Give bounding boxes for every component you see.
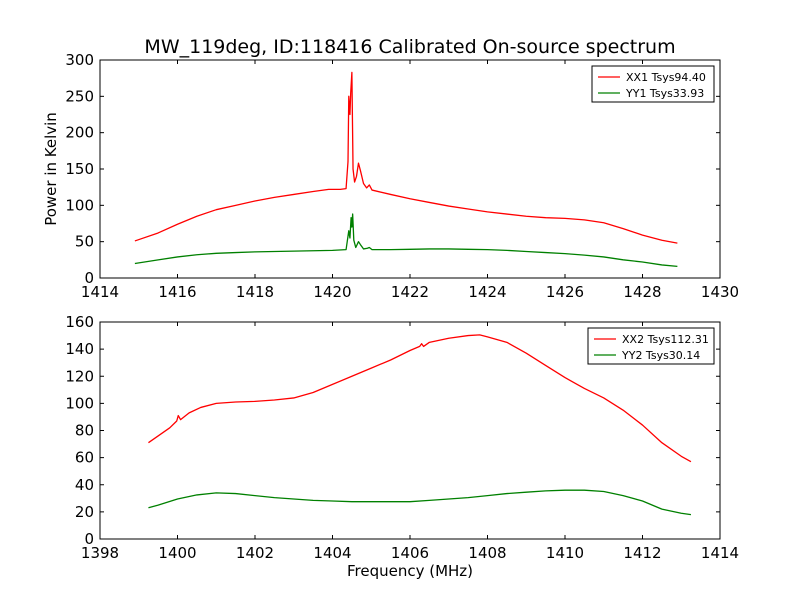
x-tick-label: 1422 (391, 283, 429, 301)
x-tick-label: 1416 (158, 283, 196, 301)
y-tick-label: 100 (65, 196, 94, 214)
x-tick-label: 1404 (313, 544, 351, 562)
x-tick-label: 1426 (546, 283, 584, 301)
x-tick-label: 1418 (236, 283, 274, 301)
y-tick-label: 40 (75, 476, 94, 494)
y-tick-label: 150 (65, 160, 94, 178)
y-tick-label: 50 (75, 233, 94, 251)
series-line-2 (134, 213, 678, 268)
series-line-1 (148, 334, 692, 463)
x-tick-label: 1400 (158, 544, 196, 562)
y-tick-label: 140 (65, 340, 94, 358)
legend: XX2 Tsys112.31 YY2 Tsys30.14 (587, 327, 715, 365)
legend-entry: XX2 Tsys112.31 (622, 333, 709, 346)
legend-entry: YY1 Tsys33.93 (625, 87, 704, 100)
y-tick-label: 100 (65, 394, 94, 412)
y-tick-label: 120 (65, 367, 94, 385)
series-line-1 (134, 71, 678, 244)
legend-box (587, 327, 715, 365)
y-tick-label: 300 (65, 51, 94, 69)
x-tick-label: 1414 (701, 544, 739, 562)
series-line-2 (148, 489, 692, 516)
x-axis-label: Frequency (MHz) (347, 562, 473, 580)
y-axis-label: Power in Kelvin (42, 112, 60, 226)
x-tick-label: 1398 (81, 544, 119, 562)
legend-entry: XX1 Tsys94.40 (626, 71, 706, 84)
x-tick-label: 1428 (623, 283, 661, 301)
x-tick-label: 1406 (391, 544, 429, 562)
y-tick-label: 0 (84, 530, 94, 548)
y-tick-label: 60 (75, 449, 94, 467)
y-tick-label: 20 (75, 503, 94, 521)
bottom-subplot: 1398 1400 1402 1404 1406 1408 1410 1412 1414 0 20 4… (65, 313, 739, 580)
y-tick-label: 0 (84, 269, 94, 287)
legend: XX1 Tsys94.40 YY1 Tsys33.93 (591, 65, 715, 103)
y-tick-label: 200 (65, 124, 94, 142)
x-tick-label: 1410 (546, 544, 584, 562)
x-tick-label: 1424 (468, 283, 506, 301)
y-tick-label: 160 (65, 313, 94, 331)
top-subplot: 1414 1416 1418 1420 1422 1424 1426 1428 1430 0 50 1… (42, 51, 739, 301)
x-tick-label: 1430 (701, 283, 739, 301)
x-tick-label: 1408 (468, 544, 506, 562)
x-tick-label: 1414 (81, 283, 119, 301)
y-tick-label: 80 (75, 422, 94, 440)
legend-box (591, 65, 715, 103)
y-tick-label: 250 (65, 87, 94, 105)
figure-title: MW_119deg, ID:118416 Calibrated On-sourc… (144, 36, 675, 58)
x-tick-label: 1412 (623, 544, 661, 562)
legend-entry: YY2 Tsys30.14 (621, 349, 700, 362)
x-tick-label: 1420 (313, 283, 351, 301)
x-tick-label: 1402 (236, 544, 274, 562)
